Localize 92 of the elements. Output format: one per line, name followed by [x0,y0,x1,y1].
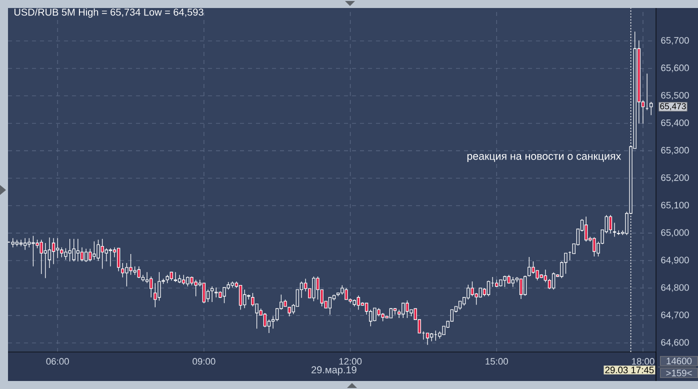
candlestick [584,216,588,242]
candlestick [19,239,23,247]
candlestick [80,247,84,262]
candlestick [137,266,141,278]
candlestick [186,276,190,287]
y-tick-label: 65,600 [661,64,689,72]
candlestick [44,242,48,278]
x-axis-title: 29.мар.19 [312,366,356,376]
candlestick [288,306,291,317]
text: >159< [666,370,692,376]
candlestick [592,236,596,257]
candlestick [23,238,27,250]
annotation: 65,473 [660,103,686,110]
candlestick [524,275,527,296]
candlestick [121,262,124,278]
y-tick-label: 64,600 [661,339,689,347]
candlestick [402,302,405,318]
candlestick [238,284,242,310]
candlestick [96,239,100,262]
candlestick [116,248,120,272]
candlestick [150,276,153,298]
x-tick-label: 06:00 [46,358,69,365]
y-tick-label: 65,100 [661,202,689,210]
candlestick [263,312,267,328]
candlestick [60,247,64,258]
candlestick [104,248,108,262]
candlestick [76,238,80,262]
candlestick [243,289,246,308]
candlestick [129,254,132,276]
x-tick-label: 18:00 [632,358,654,365]
x-tick-label: 12:00 [339,358,362,365]
candlestick [154,282,157,308]
annotation: реакция на новости о санкциях [467,154,622,162]
candlestick [125,262,128,287]
y-tick-label: 65,000 [661,229,689,237]
candlestick [608,214,612,234]
candlestick [40,239,43,274]
candlestick [92,241,96,260]
candlestick [328,297,332,315]
candlestick [28,238,31,248]
y-tick-label: 65,500 [661,92,689,100]
candlestick [511,276,515,288]
candlestick [536,270,539,281]
y-tick-label: 65,200 [661,174,689,182]
candlestick [88,248,92,262]
candlestick [64,248,68,260]
text: 14600 [666,358,692,364]
candlestick [389,308,393,318]
candlestick [15,239,19,247]
candlestick [68,238,72,262]
candlestick [344,288,348,300]
candlestick [470,281,474,297]
candlestick [356,295,360,310]
candlestick [72,238,76,262]
x-tick-label: 09:00 [192,358,216,365]
candlestick [312,276,316,302]
candlestick [194,279,198,297]
candlestick [32,236,35,267]
candlestick [210,286,214,302]
candlestick [519,278,523,300]
candlestick [426,332,430,346]
y-tick-label: 65,300 [661,146,689,155]
ref-line-label: 29.03 17:45 [605,366,654,374]
candlestick [503,275,506,288]
y-tick-label: 64,800 [661,284,689,292]
candlestick [222,287,226,304]
candlestick [406,300,409,318]
y-tick-label: 64,900 [661,256,689,264]
candlestick [552,272,556,290]
candlestick [532,261,535,274]
y-tick-label: 65,400 [661,119,689,128]
candlestick [158,272,161,301]
candlestick [528,256,531,277]
candlestick [84,248,88,262]
candlestick [564,252,568,274]
candlestick [650,102,653,116]
candlestick [174,272,178,282]
candlestick [214,287,218,298]
chart-title: USD/RUB 5M High = 65,734 Low = 64,593 [14,8,204,18]
y-tick-label: 64,700 [661,312,689,320]
candlestick [182,274,186,286]
candlestick [373,308,376,322]
candlestick [316,276,320,300]
candlestick [202,282,206,304]
candlestick [52,238,56,264]
candlestick [486,280,490,297]
candlestick [100,238,104,270]
y-tick-label: 65,700 [661,37,689,45]
candlestick [48,237,52,268]
candlestick [108,248,112,267]
candlestick [11,238,14,248]
x-tick-label: 15:00 [486,358,508,365]
